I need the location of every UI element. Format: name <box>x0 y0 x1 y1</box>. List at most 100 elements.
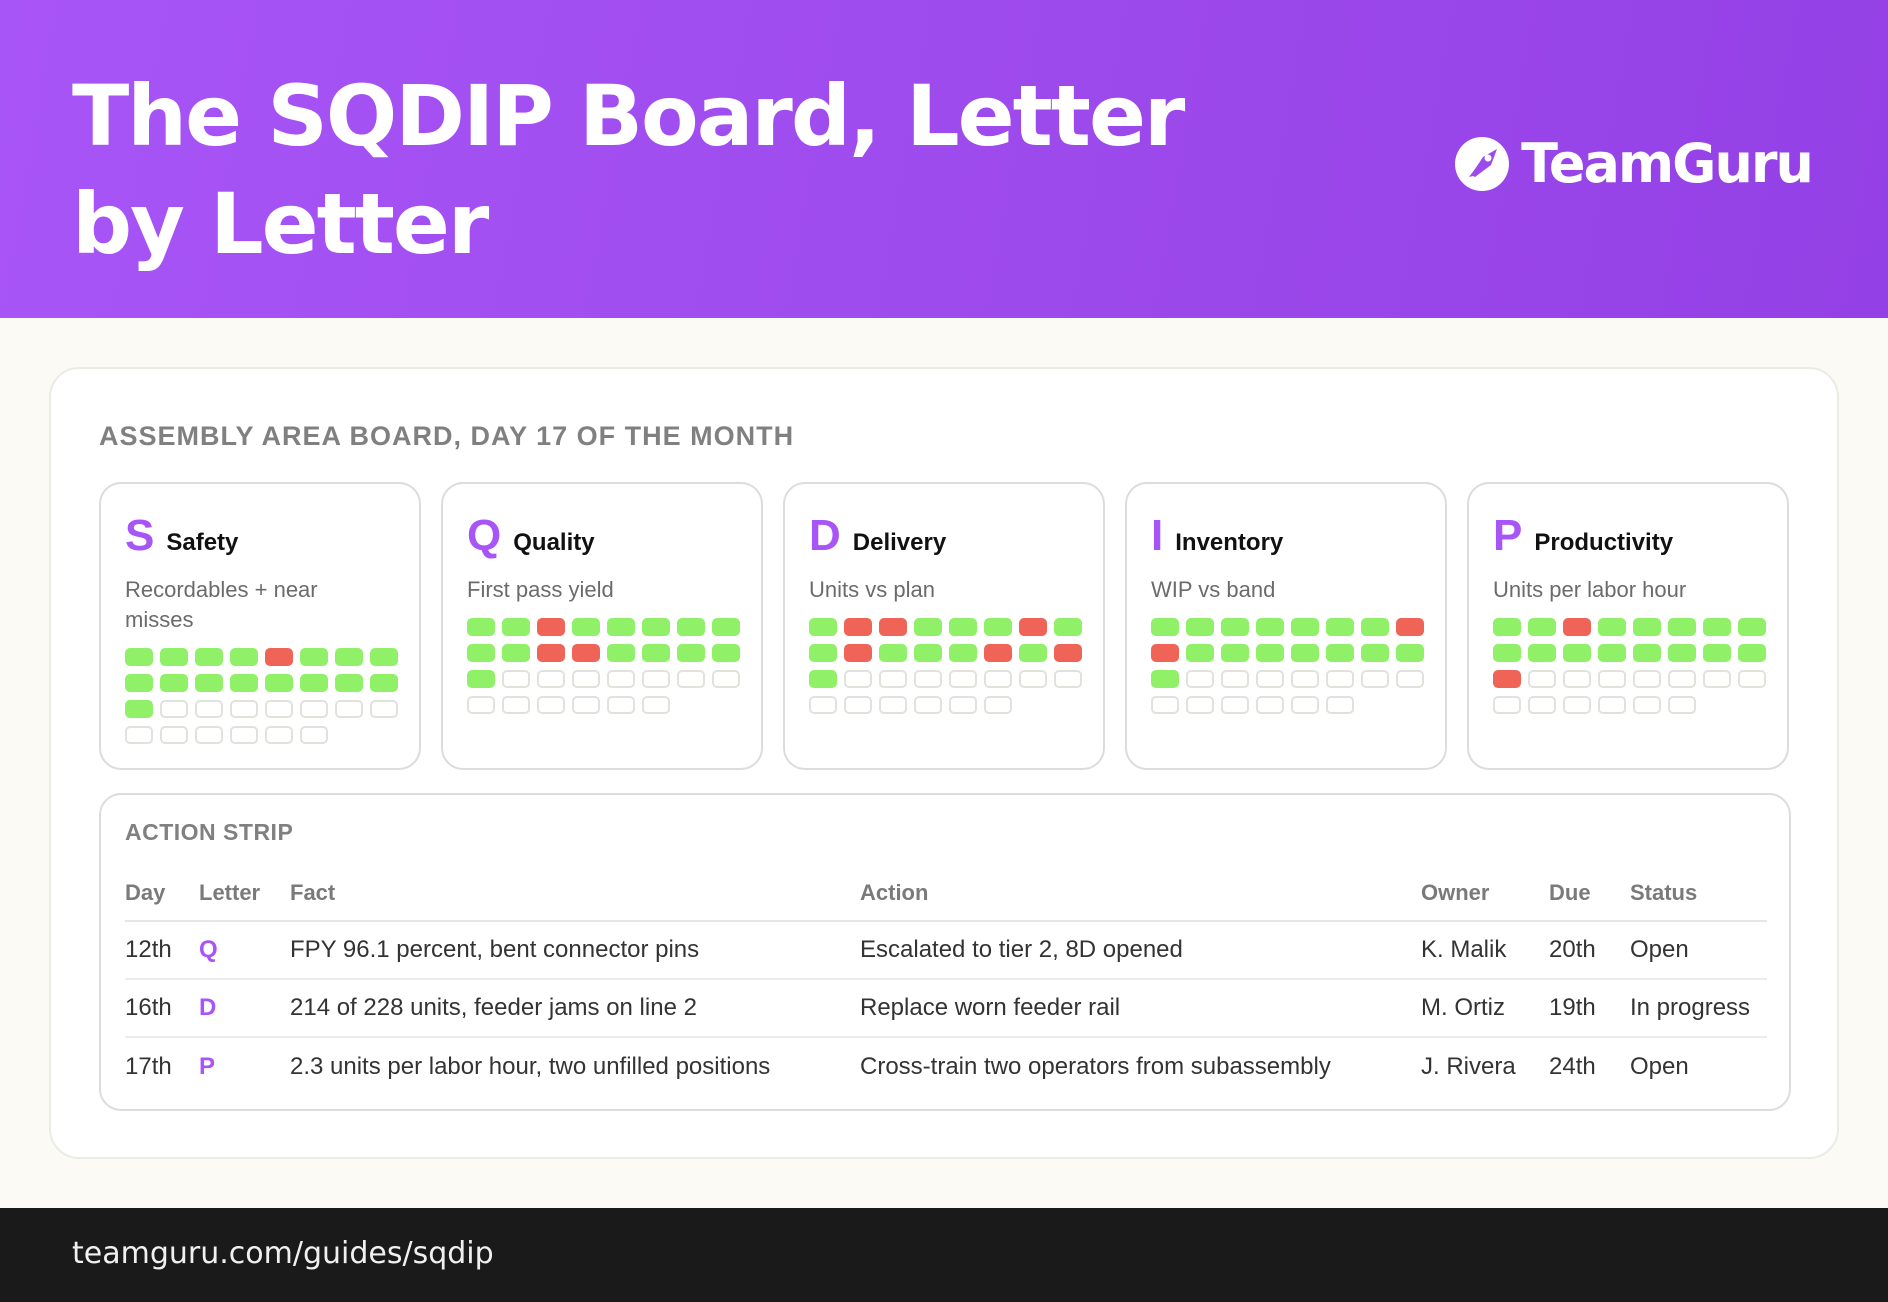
day-cell-empty <box>502 670 530 688</box>
day-cell-green <box>1396 644 1424 662</box>
day-cell-green <box>642 644 670 662</box>
cell-action: Cross-train two operators from subassemb… <box>860 1052 1331 1080</box>
day-cell-green <box>677 644 705 662</box>
card-subtitle: Units per labor hour <box>1493 577 1687 602</box>
board-panel: ASSEMBLY AREA BOARD, DAY 17 OF THE MONTH… <box>49 367 1839 1159</box>
column-header: Status <box>1630 865 1767 922</box>
day-grid <box>1151 618 1424 714</box>
day-cell-green <box>1361 644 1389 662</box>
table-row: 17th P 2.3 units per labor hour, two unf… <box>125 1037 1767 1095</box>
day-cell-red <box>572 644 600 662</box>
day-cell-empty <box>949 696 977 714</box>
day-cell-green <box>1186 644 1214 662</box>
day-cell-empty <box>844 696 872 714</box>
day-cell-green <box>984 618 1012 636</box>
card-safety: S Safety Recordables + near misses <box>99 482 421 770</box>
day-cell-empty <box>1256 670 1284 688</box>
table-row: 12th Q FPY 96.1 percent, bent connector … <box>125 921 1767 980</box>
action-table: Day Letter Fact Action Owner Due Status … <box>125 865 1767 1095</box>
day-cell-green <box>195 674 223 692</box>
cell-action: Escalated to tier 2, 8D opened <box>860 921 1421 980</box>
day-cell-green <box>502 644 530 662</box>
day-cell-empty <box>300 726 328 744</box>
cell-owner: J. Rivera <box>1421 1052 1516 1080</box>
day-cell-green <box>572 618 600 636</box>
day-cell-empty <box>844 670 872 688</box>
day-cell-red <box>1054 644 1082 662</box>
table-row: 16th D 214 of 228 units, feeder jams on … <box>125 979 1767 1038</box>
day-cell-green <box>370 648 398 666</box>
card-letter: P <box>1493 511 1523 560</box>
day-cell-empty <box>879 670 907 688</box>
day-cell-empty <box>125 726 153 744</box>
day-cell-green <box>809 618 837 636</box>
footer: teamguru.com/guides/sqdip <box>0 1208 1888 1302</box>
day-cell-green <box>1703 618 1731 636</box>
day-cell-green <box>712 644 740 662</box>
card-letter: S <box>125 511 155 560</box>
day-cell-empty <box>949 670 977 688</box>
day-cell-empty <box>1151 696 1179 714</box>
day-cell-empty <box>1186 696 1214 714</box>
day-cell-green <box>1598 644 1626 662</box>
day-cell-empty <box>1186 670 1214 688</box>
day-cell-green <box>125 700 153 718</box>
day-cell-green <box>712 618 740 636</box>
day-cell-green <box>1528 644 1556 662</box>
day-cell-green <box>230 648 258 666</box>
cell-due: 20th <box>1549 921 1630 980</box>
day-cell-green <box>677 618 705 636</box>
day-cell-empty <box>1633 696 1661 714</box>
day-cell-empty <box>1528 696 1556 714</box>
day-cell-green <box>1291 618 1319 636</box>
day-cell-red <box>265 648 293 666</box>
day-cell-empty <box>1221 670 1249 688</box>
day-cell-green <box>1019 644 1047 662</box>
card-productivity: P Productivity Units per labor hour <box>1467 482 1789 770</box>
day-cell-empty <box>1221 696 1249 714</box>
day-cell-green <box>1668 618 1696 636</box>
day-cell-empty <box>1598 670 1626 688</box>
day-cell-green <box>642 618 670 636</box>
day-cell-green <box>125 674 153 692</box>
day-cell-empty <box>1493 696 1521 714</box>
day-cell-empty <box>265 700 293 718</box>
day-cell-green <box>1326 618 1354 636</box>
brand-name: TeamGuru <box>1521 132 1814 195</box>
day-cell-empty <box>1326 670 1354 688</box>
day-cell-green <box>914 618 942 636</box>
day-cell-empty <box>1703 670 1731 688</box>
card-subtitle: Recordables + near misses <box>125 577 318 632</box>
cell-fact: 214 of 228 units, feeder jams on line 2 <box>290 979 860 1038</box>
cell-due: 24th <box>1549 1052 1596 1080</box>
cell-owner: M. Ortiz <box>1421 979 1549 1038</box>
day-cell-empty <box>467 696 495 714</box>
day-cell-empty <box>1291 670 1319 688</box>
day-cell-empty <box>230 726 258 744</box>
day-cell-green <box>1738 618 1766 636</box>
day-cell-empty <box>1054 670 1082 688</box>
cell-status: In progress <box>1630 979 1767 1038</box>
brand-logo[interactable]: TeamGuru <box>1453 132 1814 195</box>
day-cell-green <box>1668 644 1696 662</box>
day-cell-empty <box>195 726 223 744</box>
day-cell-green <box>300 648 328 666</box>
day-cell-empty <box>572 696 600 714</box>
day-cell-empty <box>1256 696 1284 714</box>
day-cell-empty <box>1633 670 1661 688</box>
card-delivery: D Delivery Units vs plan <box>783 482 1105 770</box>
day-cell-green <box>370 674 398 692</box>
day-cell-empty <box>1598 696 1626 714</box>
day-cell-green <box>607 644 635 662</box>
day-cell-green <box>1221 644 1249 662</box>
day-cell-green <box>1256 618 1284 636</box>
day-cell-empty <box>1326 696 1354 714</box>
footer-url-link[interactable]: teamguru.com/guides/sqdip <box>72 1236 494 1271</box>
card-subtitle: WIP vs band <box>1151 577 1276 602</box>
day-cell-green <box>160 674 188 692</box>
day-cell-green <box>1151 670 1179 688</box>
day-cell-red <box>984 644 1012 662</box>
column-header: Day <box>125 865 199 922</box>
day-cell-green <box>1151 618 1179 636</box>
cell-status: Open <box>1630 921 1767 980</box>
